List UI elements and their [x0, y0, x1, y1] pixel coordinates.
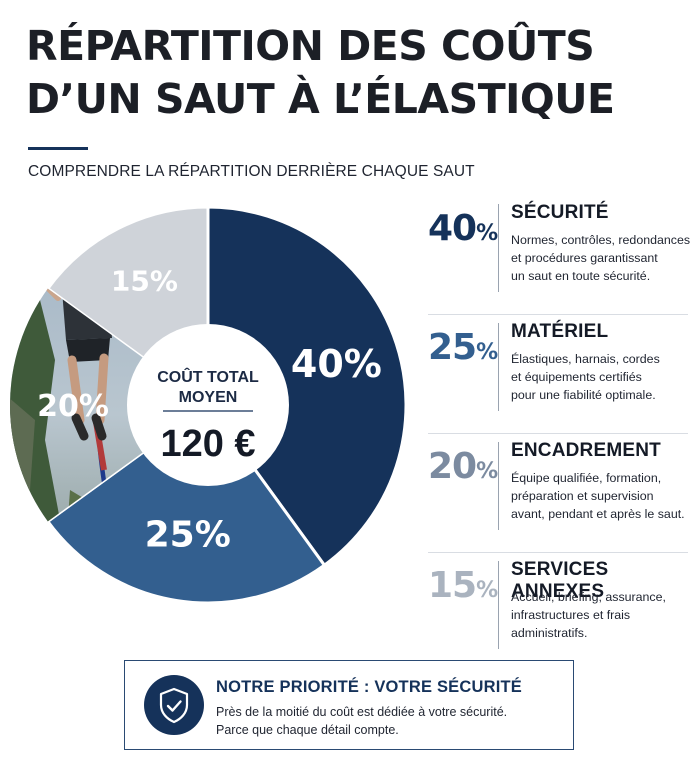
pie-slice-labels: 40% 25% 20% 15% [37, 264, 382, 555]
legend-description-line: et procédures garantissant [511, 251, 658, 265]
jumper-shoes [71, 413, 107, 441]
legend-percentage-symbol: % [476, 578, 499, 603]
priority-text-line-2: Parce que chaque détail compte. [216, 723, 399, 737]
legend-percentage-symbol: % [476, 340, 499, 365]
center-total-value: 120 € [160, 423, 255, 465]
cost-pie-chart: 40% 25% 20% 15% COÛT TOTAL MOYEN 120 € [8, 205, 408, 605]
pie-slice-label-2: 25% [145, 514, 231, 555]
priority-text-line-1: Près de la moitié du coût est dédiée à v… [216, 705, 508, 719]
legend-description-line: et équipements certifiés [511, 370, 642, 384]
legend-percentage-symbol: % [476, 459, 499, 484]
legend-divider [498, 561, 499, 649]
legend-description-line: pour une fiabilité optimale. [511, 388, 656, 402]
legend-heading: SERVICES ANNEXES [511, 559, 609, 602]
pie-slice-label-4: 15% [111, 264, 178, 297]
legend-description-line: Accueil, briefing, assurance, [511, 590, 666, 604]
photo-cliff-rock [9, 390, 35, 510]
legend-divider [498, 442, 499, 530]
page-title: RÉPARTITION DES COÛTS D’UN SAUT À L’ÉLAS… [26, 20, 676, 126]
jumper-arms [27, 288, 135, 301]
legend-description: Équipe qualifiée, formation, préparation … [511, 469, 691, 523]
shield-check-icon [144, 675, 204, 735]
legend-description-line: préparation et supervision [511, 489, 654, 503]
jumper-legs [67, 353, 109, 425]
legend: 40% SÉCURITÉ Normes, contrôles, redondance… [428, 196, 691, 671]
legend-description: Accueil, briefing, assurance, infrastruct… [511, 588, 691, 642]
legend-item: 40% SÉCURITÉ Normes, contrôles, redondance… [428, 196, 691, 315]
legend-description-line: administratifs. [511, 626, 588, 640]
legend-description-line: infrastructures et frais [511, 608, 631, 622]
legend-description: Normes, contrôles, redondances et procédu… [511, 231, 691, 285]
center-label-line-2: MOYEN [179, 389, 238, 406]
legend-percentage-number: 20 [428, 446, 477, 487]
priority-title: NOTRE PRIORITÉ : VOTRE SÉCURITÉ [216, 678, 522, 696]
legend-heading: ENCADREMENT [511, 440, 661, 461]
legend-percentage-number: 15 [428, 565, 477, 606]
legend-heading: MATÉRIEL [511, 321, 609, 342]
legend-description-line: un saut en toute sécurité. [511, 269, 651, 283]
legend-percentage-number: 40 [428, 208, 477, 249]
legend-heading: SÉCURITÉ [511, 202, 609, 223]
legend-item: 15% SERVICES ANNEXES Accueil, briefing, as… [428, 553, 688, 671]
legend-divider [498, 323, 499, 411]
title-underline [28, 147, 88, 150]
legend-description-line: Élastiques, harnais, cordes [511, 352, 660, 366]
pie-slice-label-3: 20% [37, 389, 109, 424]
pie-slice-1 [206, 205, 408, 568]
legend-description-line: Normes, contrôles, redondances [511, 233, 691, 247]
legend-description-line: avant, pendant et après le saut. [511, 507, 685, 521]
center-label-line-1: COÛT TOTAL [157, 367, 259, 386]
legend-description: Élastiques, harnais, cordes et équipement… [511, 350, 691, 404]
legend-percentage: 15% [428, 565, 498, 606]
title-line-2: D’UN SAUT À L’ÉLASTIQUE [26, 75, 615, 123]
legend-percentage-symbol: % [476, 221, 499, 246]
legend-divider [498, 204, 499, 292]
legend-description-line: Équipe qualifiée, formation, [511, 471, 662, 485]
legend-percentage-number: 25 [428, 327, 477, 368]
legend-item: 25% MATÉRIEL Élastiques, harnais, cordes et… [428, 315, 688, 434]
pie-slice-label-1: 40% [291, 342, 382, 386]
pie-slice-2 [45, 402, 327, 605]
jumper-shorts [66, 338, 110, 362]
page-subtitle: COMPRENDRE LA RÉPARTITION DERRIÈRE CHAQU… [28, 163, 475, 180]
legend-percentage: 20% [428, 446, 498, 487]
priority-callout: NOTRE PRIORITÉ : VOTRE SÉCURITÉ Près de … [124, 660, 574, 750]
donut-center [127, 324, 289, 486]
legend-percentage: 25% [428, 327, 498, 368]
title-line-1: RÉPARTITION DES COÛTS [26, 22, 595, 70]
legend-percentage: 40% [428, 208, 498, 249]
legend-item: 20% ENCADREMENT Équipe qualifiée, formatio… [428, 434, 688, 553]
